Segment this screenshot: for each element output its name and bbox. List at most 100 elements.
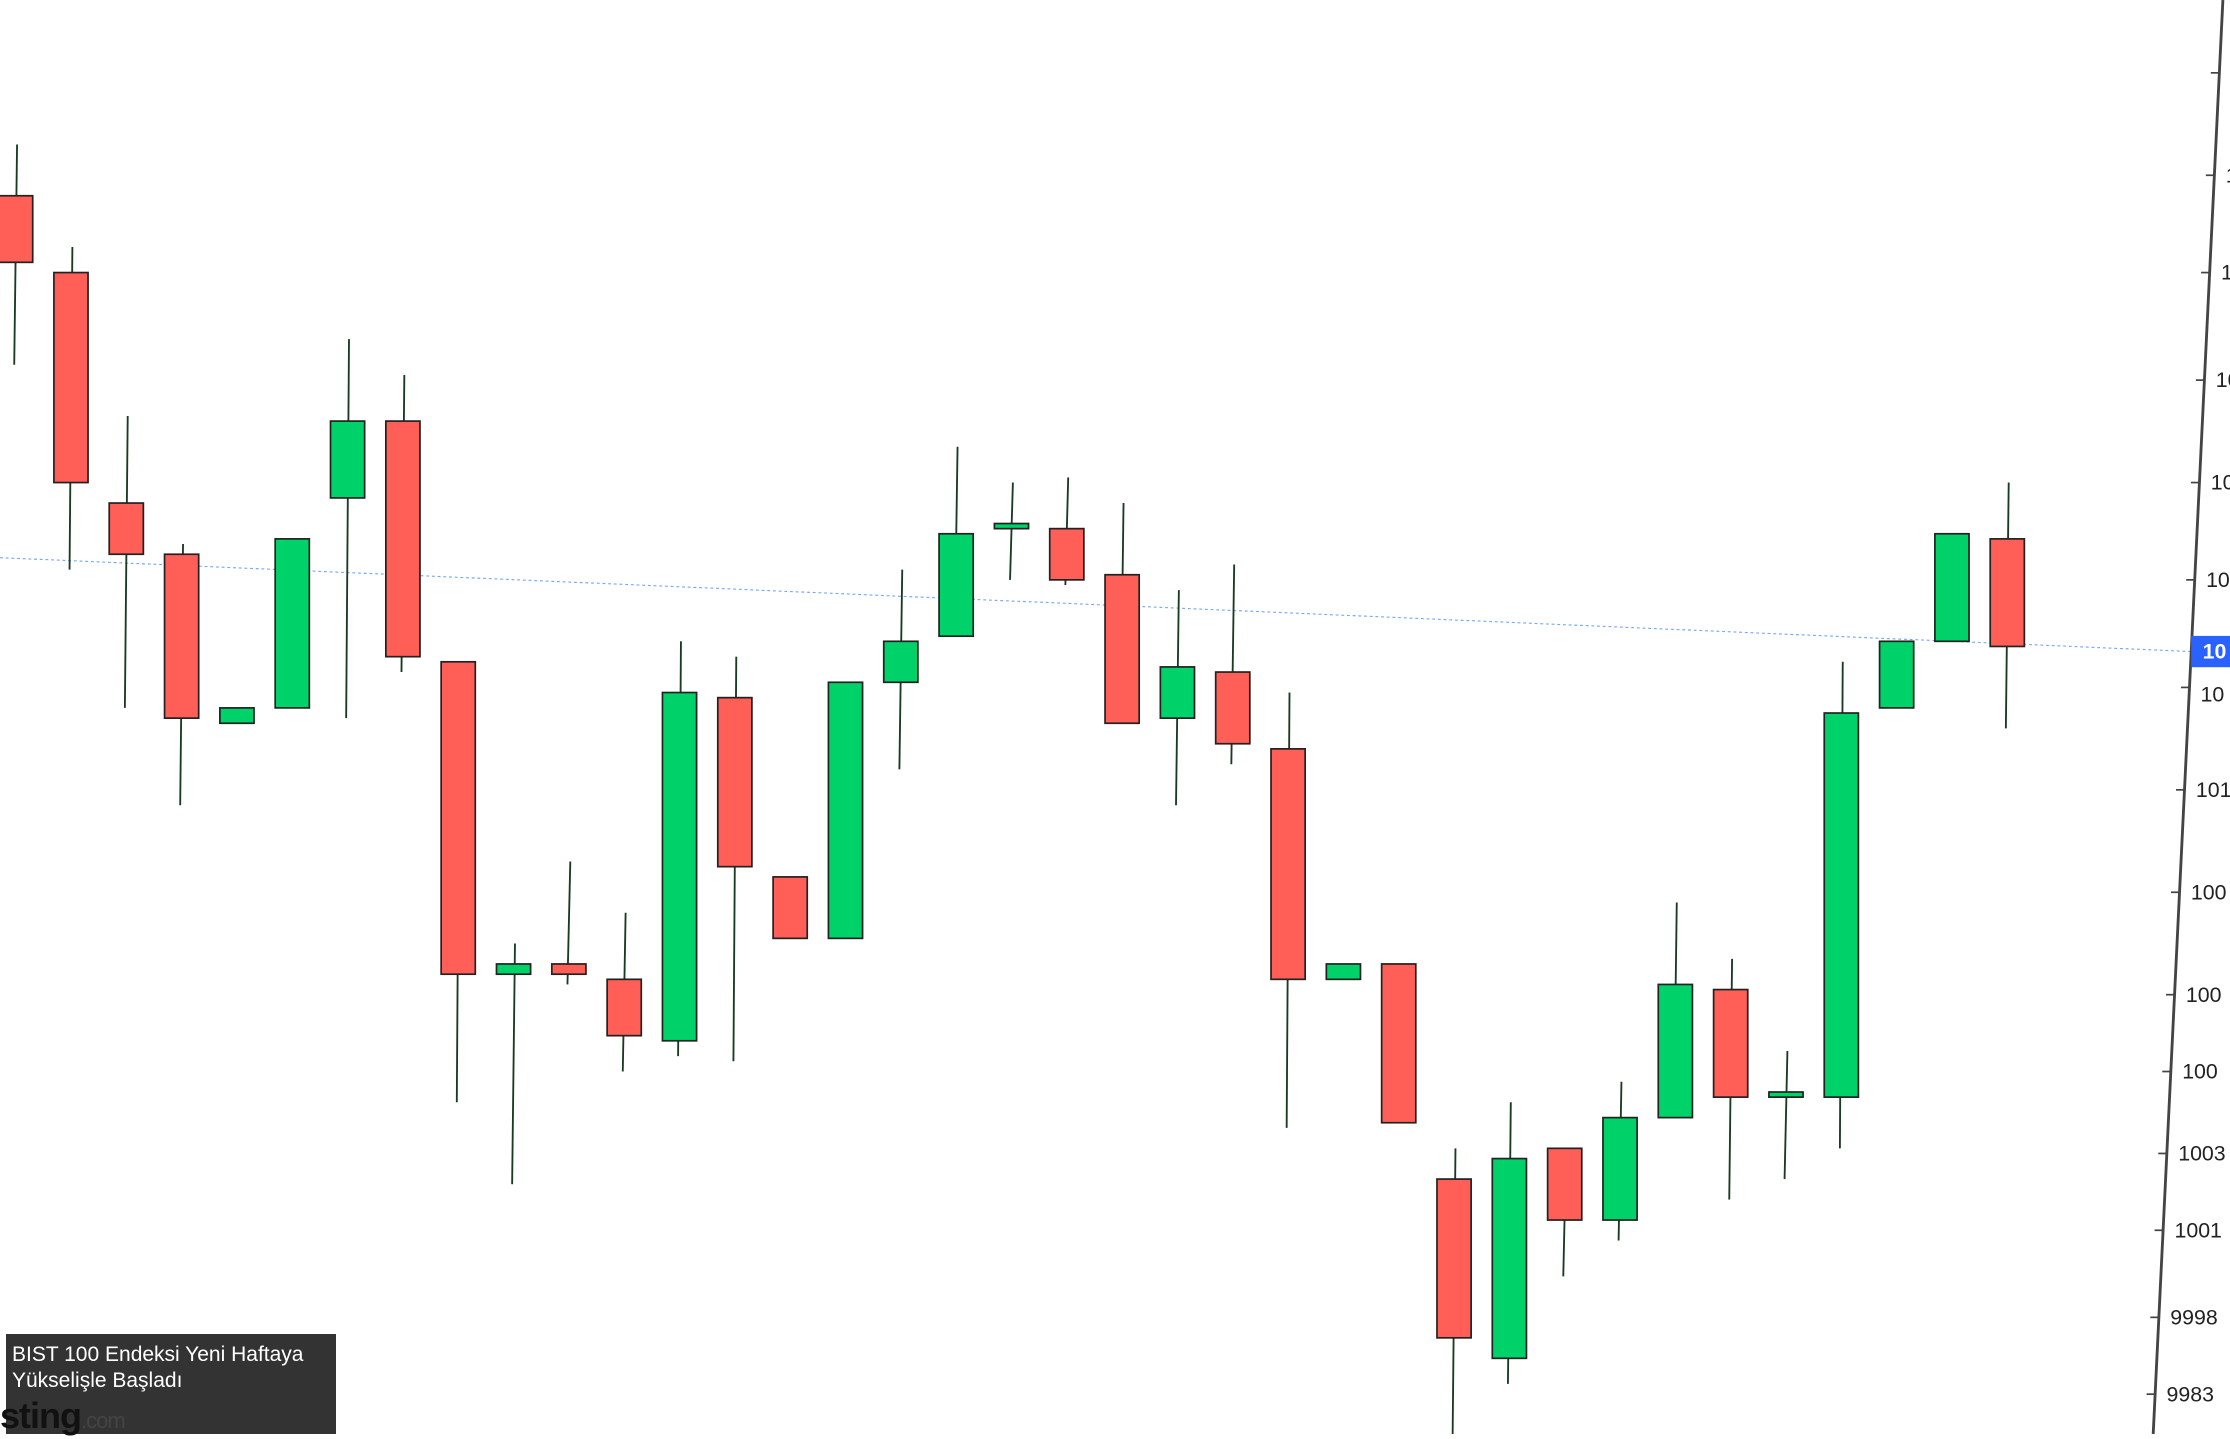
candle (1712, 958, 1749, 1200)
current-price-label: 10 (2203, 640, 2227, 664)
candle-body (1712, 988, 1749, 1098)
y-tick-label: 1001 (2174, 1218, 2221, 1242)
candle-body (329, 420, 366, 499)
candle (495, 943, 532, 1185)
caption-line-1: BIST 100 Endeksi Yeni Haftaya (12, 1343, 304, 1366)
candle (1048, 477, 1085, 586)
candle-body (661, 691, 698, 1042)
candle-wick (123, 415, 129, 708)
candle (938, 446, 975, 638)
y-tick-label: 1 (2221, 261, 2230, 285)
candle-body (606, 978, 643, 1037)
candle-body (440, 660, 477, 976)
candle (1491, 1102, 1528, 1384)
candle-wick (1009, 482, 1014, 580)
candle-body (53, 271, 89, 484)
candle-body (1436, 1178, 1472, 1339)
candle (108, 415, 145, 708)
y-tick-label: 10 (2216, 368, 2230, 392)
candle (1159, 590, 1196, 806)
candle (384, 374, 421, 673)
candles (0, 144, 2026, 1434)
candle-body (1325, 963, 1362, 981)
candle-body (219, 707, 255, 725)
candle (1878, 640, 1915, 709)
candle (661, 641, 698, 1057)
candle-body (163, 553, 200, 719)
candle (1989, 482, 2026, 729)
candle (1270, 692, 1307, 1128)
y-tick-label: 1003 (2178, 1142, 2225, 1166)
y-tick-label: 10 (2206, 568, 2230, 592)
candle (219, 707, 255, 725)
candle (1934, 532, 1970, 643)
candle-body (1214, 671, 1251, 745)
candle-body (882, 640, 919, 684)
candle-body (384, 420, 421, 658)
candle-body (716, 696, 753, 868)
y-tick-label: 100 (2182, 1060, 2218, 1084)
y-tick-label: 1 (2226, 163, 2230, 187)
candle (993, 482, 1030, 580)
candle (0, 144, 34, 365)
y-tick-label: 101 (2196, 778, 2230, 802)
candle (163, 543, 200, 806)
candle-body (1989, 538, 2026, 648)
y-tick-label: 9998 (2170, 1305, 2217, 1329)
y-axis-ticks: 111101010101011001001001003100199989983 (2146, 71, 2230, 1406)
y-tick-label: 10 (2201, 682, 2225, 706)
candle-body (1104, 573, 1141, 725)
y-tick-label: 100 (2191, 880, 2227, 904)
candle-body (1159, 666, 1196, 719)
candle-body (0, 194, 34, 264)
candle (1104, 503, 1141, 725)
candle-body (1491, 1157, 1528, 1360)
candle (882, 569, 919, 770)
candle-body (1657, 983, 1694, 1119)
candle-body (938, 532, 975, 638)
candle (1823, 661, 1860, 1149)
candle-body (993, 522, 1030, 530)
y-tick-label: 9983 (2167, 1382, 2214, 1406)
current-price-tag: 10 (2191, 635, 2230, 668)
news-caption: BIST 100 Endeksi Yeni Haftaya Yükselişle… (6, 1334, 336, 1434)
y-axis-line (2151, 0, 2225, 1434)
current-price-tag-bg (2191, 635, 2230, 668)
candle-body (274, 538, 311, 709)
candle-wick (345, 339, 350, 719)
candle-body (1934, 532, 1970, 643)
y-tick-label: 10 (2211, 471, 2230, 495)
candle (274, 538, 311, 709)
candle-body (550, 963, 587, 976)
candle (827, 681, 864, 940)
candle-body (1048, 527, 1085, 581)
candle (53, 246, 89, 570)
candle (772, 876, 809, 940)
candle-body (1270, 748, 1307, 981)
candle-body (1602, 1116, 1638, 1221)
candle-body (1768, 1091, 1804, 1098)
candle (1325, 963, 1362, 981)
candle (1214, 564, 1251, 765)
candle-wick (511, 943, 516, 1185)
candle-body (772, 876, 809, 940)
candle (440, 660, 477, 1103)
candle (1602, 1081, 1638, 1241)
candle-body (827, 681, 864, 940)
price-line (0, 557, 2192, 653)
candle-body (1823, 712, 1860, 1098)
candle-body (1380, 963, 1417, 1124)
candle-body (1546, 1147, 1583, 1221)
candle (716, 656, 753, 1062)
candle (1546, 1147, 1583, 1277)
candle-body (495, 963, 532, 976)
candle (1436, 1148, 1472, 1434)
candle-body (1878, 640, 1915, 709)
candle-body (108, 502, 145, 556)
candle (606, 912, 643, 1072)
caption-line-2: Yükselişle Başladı (12, 1369, 183, 1392)
candle-wick (1783, 1051, 1789, 1180)
candle (1657, 902, 1694, 1119)
watermark-logo: sting.com (0, 1398, 126, 1439)
